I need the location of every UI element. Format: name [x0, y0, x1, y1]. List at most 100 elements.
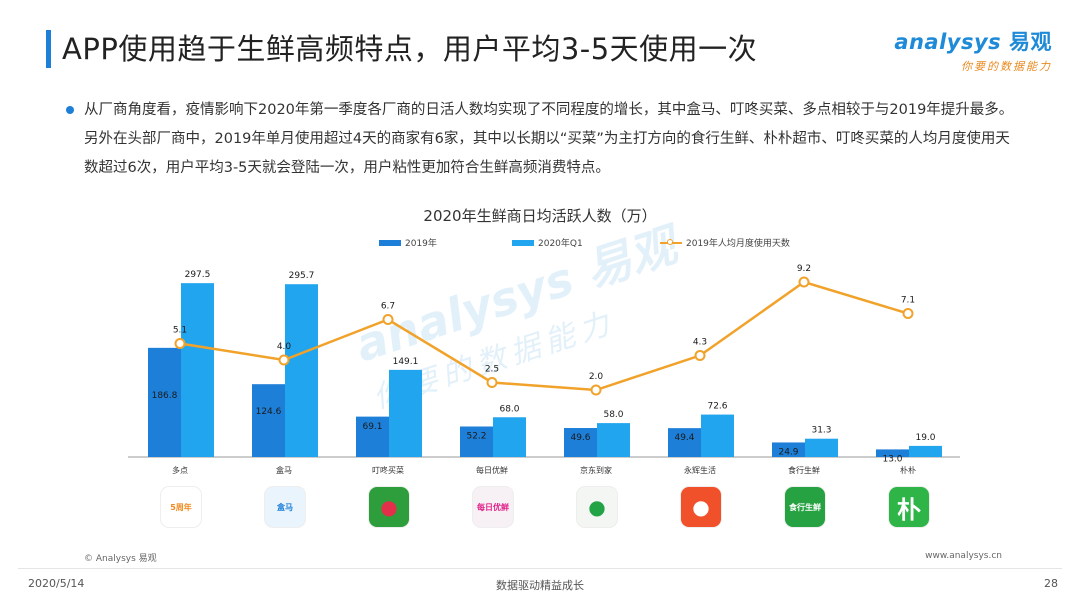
x-tick-label: 盒马	[276, 465, 292, 475]
bar-2020q1	[805, 438, 838, 457]
app-icon-glyph: 5周年	[170, 502, 192, 512]
dingdong-app-icon: ●	[368, 486, 410, 528]
x-tick-label: 京东到家	[580, 465, 612, 475]
usage-days-point	[382, 314, 394, 325]
data-label-2019: 13.0	[882, 454, 902, 464]
duodian-app-icon: 5周年	[160, 486, 202, 528]
title-accent-bar	[46, 30, 51, 68]
page-title: APP使用趋于生鲜高频特点，用户平均3-5天使用一次	[62, 32, 758, 66]
footer-date: 2020/5/14	[28, 577, 85, 590]
app-icon-glyph: 盒马	[277, 502, 293, 512]
yonghui-app-icon: ●	[680, 486, 722, 528]
data-label-2019: 49.4	[674, 433, 694, 443]
legend-swatch-2019	[379, 239, 401, 246]
logo-brand-text: analysys	[894, 30, 1002, 54]
usage-days-label: 6.7	[381, 302, 395, 312]
jddj-app-icon: ●	[576, 486, 618, 528]
legend-label-usage-days: 2019年人均月度使用天数	[686, 239, 790, 249]
app-icon-glyph: 朴	[897, 495, 921, 524]
usage-days-label: 5.1	[173, 326, 187, 336]
legend-item-2019: 2019年	[379, 236, 437, 249]
page-number: 28	[1044, 577, 1058, 590]
x-tick-label: 食行生鲜	[788, 465, 820, 475]
bar-2019	[460, 426, 493, 457]
usage-days-label: 2.0	[589, 372, 604, 382]
usage-days-point	[278, 354, 290, 366]
legend-item-2020q1: 2020年Q1	[512, 236, 583, 249]
brand-logo: analysys 易观 你要的数据能力	[894, 26, 1052, 74]
data-label-2019: 186.8	[152, 391, 178, 401]
x-tick-label: 叮咚买菜	[372, 465, 404, 475]
x-tick-label: 朴朴	[900, 465, 916, 475]
bar-2020q1	[909, 445, 942, 457]
legend-swatch-2020q1	[512, 239, 534, 246]
bar-2019	[148, 347, 181, 457]
data-label-2020q1: 149.1	[393, 357, 419, 367]
footer-url: www.analysys.cn	[925, 551, 1002, 561]
usage-days-label: 4.3	[693, 338, 707, 348]
data-label-2020q1: 295.7	[289, 271, 315, 281]
legend-line-marker-icon	[660, 238, 682, 245]
usage-days-point	[798, 276, 810, 288]
data-label-2019: 124.6	[256, 407, 282, 417]
bar-2019	[876, 449, 909, 457]
data-label-2020q1: 72.6	[707, 402, 727, 412]
usage-days-point	[694, 350, 706, 361]
usage-days-label: 2.5	[485, 365, 499, 375]
data-label-2019: 49.6	[570, 433, 590, 443]
footer-tagline: 数据驱动精益成长	[496, 579, 584, 592]
data-label-2020q1: 297.5	[185, 270, 211, 280]
app-icon-glyph: ●	[692, 495, 710, 519]
data-label-2020q1: 68.0	[499, 404, 519, 414]
logo-wordmark: analysys 易观	[894, 26, 1052, 56]
data-label-2019: 52.2	[466, 431, 486, 441]
bullet-dot-icon	[66, 106, 74, 114]
usage-days-point	[902, 308, 914, 319]
chart-title: 2020年生鲜商日均活跃人数（万）	[423, 207, 657, 225]
bar-2020q1	[701, 414, 734, 457]
summary-paragraph: 从厂商角度看，疫情影响下2020年第一季度各厂商的日活人数均实现了不同程度的增长…	[84, 102, 1014, 176]
data-label-2020q1: 58.0	[603, 410, 623, 420]
bar-2020q1	[389, 369, 422, 457]
footer-copyright: © Analysys 易观	[84, 554, 157, 564]
chart-legend: 2019年 2020年Q1 2019年人均月度使用天数	[0, 236, 1080, 252]
usage-days-point	[174, 338, 186, 349]
x-tick-label: 永辉生活	[684, 465, 716, 475]
hema-app-icon: 盒马	[264, 486, 306, 528]
app-icon-glyph: 每日优鲜	[477, 502, 509, 512]
data-label-2019: 24.9	[778, 447, 798, 457]
logo-cn-text: 易观	[1009, 30, 1052, 54]
x-tick-label: 每日优鲜	[476, 465, 508, 475]
app-icon-glyph: 食行生鲜	[789, 502, 821, 512]
shixing-app-icon: 食行生鲜	[784, 486, 826, 528]
app-icon-glyph: ●	[380, 495, 398, 519]
legend-label-2019: 2019年	[405, 239, 437, 249]
missfresh-app-icon: 每日优鲜	[472, 486, 514, 528]
usage-days-point	[486, 377, 498, 388]
legend-item-usage-days: 2019年人均月度使用天数	[660, 236, 790, 249]
legend-label-2020q1: 2020年Q1	[538, 239, 583, 249]
bar-2020q1	[285, 284, 318, 457]
usage-days-label: 4.0	[277, 342, 292, 352]
pupu-app-icon: 朴	[888, 486, 930, 528]
bar-2019	[668, 428, 701, 457]
bar-2019	[564, 428, 597, 457]
data-label-2019: 69.1	[362, 422, 382, 432]
bar-2020q1	[493, 417, 526, 457]
bar-2019	[356, 416, 389, 457]
data-label-2020q1: 19.0	[915, 433, 935, 443]
usage-days-point	[590, 384, 602, 396]
app-icon-glyph: ●	[588, 495, 606, 519]
usage-days-label: 9.2	[797, 264, 811, 274]
logo-slogan: 你要的数据能力	[961, 60, 1052, 73]
data-label-2020q1: 31.3	[811, 426, 831, 436]
bar-2020q1	[597, 423, 630, 457]
usage-days-line	[179, 280, 909, 392]
x-tick-label: 多点	[172, 465, 188, 475]
usage-days-label: 7.1	[901, 296, 915, 306]
bar-2020q1	[181, 283, 214, 457]
bar-2019	[772, 442, 805, 457]
bar-2019	[252, 384, 285, 457]
footer-divider	[18, 568, 1062, 569]
